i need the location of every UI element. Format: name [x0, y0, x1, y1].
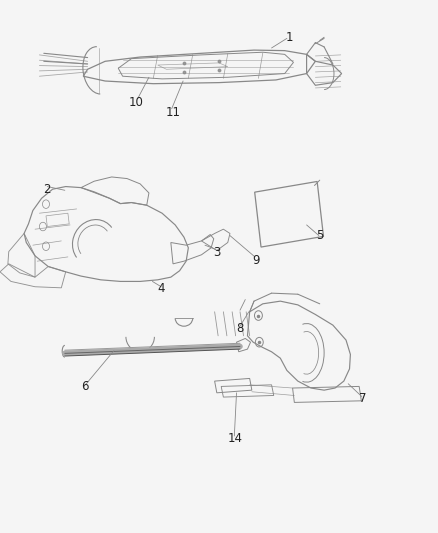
Text: 8: 8: [237, 322, 244, 335]
Text: 4: 4: [157, 282, 165, 295]
Text: 5: 5: [316, 229, 323, 242]
Text: 2: 2: [43, 183, 51, 196]
Text: 7: 7: [359, 392, 367, 405]
Text: 9: 9: [252, 254, 260, 266]
Text: 1: 1: [285, 31, 293, 44]
Text: 6: 6: [81, 380, 88, 393]
Text: 14: 14: [227, 432, 242, 445]
Text: 11: 11: [166, 107, 180, 119]
Text: 10: 10: [128, 96, 143, 109]
Text: 3: 3: [213, 246, 220, 259]
